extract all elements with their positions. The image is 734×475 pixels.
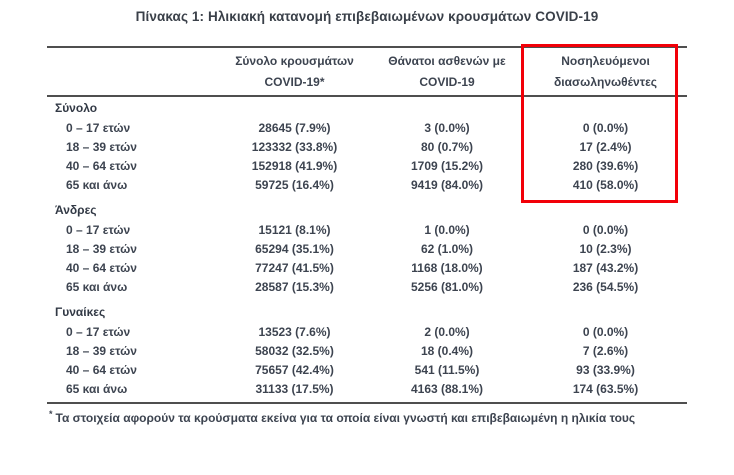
deaths-cell: 5256 (81.0%) [410,280,484,294]
table-row: 40 – 64 ετών 152918 (41.9%) 1709 (15.2%) 28… [47,157,687,176]
age-cell: 40 – 64 ετών [66,159,137,173]
intubated-cell: 10 (2.3%) [579,242,632,256]
intubated-cell: 17 (2.4%) [579,140,632,154]
section-row: Άνδρες [47,195,687,221]
col-header-total-cases: Σύνολο κρουσμάτων COVID-19* [219,47,370,97]
age-cell: 40 – 64 ετών [66,363,137,377]
deaths-cell: 1 (0.0%) [424,223,470,237]
age-cell: 40 – 64 ετών [66,261,137,275]
section-label: Γυναίκες [55,305,106,319]
deaths-cell: 1168 (18.0%) [411,261,483,275]
deaths-cell: 1709 (15.2%) [410,159,484,173]
footnote-text: Τα στοιχεία αφορούν τα κρούσματα εκείνα … [55,411,636,425]
col-header-line: Σύνολο κρουσμάτων [235,54,354,69]
deaths-cell: 3 (0.0%) [424,121,470,135]
cases-cell: 31133 (17.5%) [255,382,334,396]
cases-cell: 59725 (16.4%) [255,178,334,192]
section-row: Σύνολο [47,96,687,119]
table-row: 18 – 39 ετών 58032 (32.5%) 18 (0.4%) 7 (2.6… [47,342,687,361]
intubated-cell: 410 (58.0%) [572,178,639,192]
age-cell: 0 – 17 ετών [66,121,131,135]
table-row: 40 – 64 ετών 77247 (41.5%) 1168 (18.0%) 187… [47,259,687,278]
table-row: 18 – 39 ετών 123332 (33.8%) 80 (0.7%) 17 (2… [47,138,687,157]
age-cell: 65 και άνω [66,382,128,396]
cases-cell: 15121 (8.1%) [258,223,331,237]
deaths-cell: 80 (0.7%) [420,140,474,154]
cases-cell: 75657 (42.4%) [255,363,334,377]
table-row: 40 – 64 ετών 75657 (42.4%) 541 (11.5%) 93 (… [47,361,687,380]
cases-cell: 65294 (35.1%) [255,242,334,256]
deaths-cell: 9419 (84.0%) [410,178,484,192]
covid-age-table: Σύνολο κρουσμάτων COVID-19* Θάνατοι ασθε… [47,46,687,425]
table-row: 0 – 17 ετών 15121 (8.1%) 1 (0.0%) 0 (0.0%) [47,221,687,240]
intubated-cell: 0 (0.0%) [582,121,629,135]
section-label: Σύνολο [55,101,98,115]
col-header-line: COVID-19 [419,74,475,89]
age-cell: 18 – 39 ετών [66,344,137,358]
col-header-line: Θάνατοι ασθενών με [388,54,506,69]
col-header-line: COVID-19* [264,74,325,89]
age-cell: 65 και άνω [66,280,128,294]
intubated-cell: 280 (39.6%) [572,159,639,173]
age-cell: 65 και άνω [66,178,128,192]
age-cell: 0 – 17 ετών [66,325,131,339]
col-header-line: διασωληνωθέντες [553,74,657,89]
intubated-cell: 7 (2.6%) [582,344,629,358]
intubated-cell: 0 (0.0%) [582,325,629,339]
cases-cell: 28645 (7.9%) [258,121,331,135]
intubated-cell: 93 (33.9%) [576,363,635,377]
cases-cell: 28587 (15.3%) [255,280,334,294]
table-row: 18 – 39 ετών 65294 (35.1%) 62 (1.0%) 10 (2.… [47,240,687,259]
intubated-cell: 187 (43.2%) [572,261,639,275]
cases-cell: 152918 (41.9%) [251,159,338,173]
intubated-cell: 174 (63.5%) [572,382,639,396]
table-row: 0 – 17 ετών 28645 (7.9%) 3 (0.0%) 0 (0.0%) [47,119,687,138]
footnote-asterisk: * [49,409,53,419]
deaths-cell: 18 (0.4%) [420,344,474,358]
table-row: 65 και άνω 59725 (16.4%) 9419 (84.0%) 410 (… [47,176,687,195]
col-header-deaths: Θάνατοι ασθενών με COVID-19 [370,47,524,97]
col-header-intubated: Νοσηλευόμενοι διασωληνωθέντες [524,47,687,97]
age-cell: 0 – 17 ετών [66,223,131,237]
spacer-row [47,399,687,403]
intubated-cell: 236 (54.5%) [572,280,639,294]
section-row: Γυναίκες [47,297,687,323]
table-footnote: * Τα στοιχεία αφορούν τα κρούσματα εκείνα… [47,409,687,425]
intubated-cell: 0 (0.0%) [582,223,629,237]
col-header-empty [47,47,219,97]
deaths-cell: 4163 (88.1%) [410,382,484,396]
col-header-line: Νοσηλευόμενοι [561,54,650,69]
age-cell: 18 – 39 ετών [66,140,137,154]
cases-cell: 77247 (41.5%) [255,261,334,275]
table-row: 65 και άνω 28587 (15.3%) 5256 (81.0%) 236 (… [47,278,687,297]
deaths-cell: 62 (1.0%) [420,242,474,256]
header-row: Σύνολο κρουσμάτων COVID-19* Θάνατοι ασθε… [47,47,687,97]
table-title: Πίνακας 1: Ηλικιακή κατανομή επιβεβαιωμέ… [135,9,599,24]
cases-cell: 58032 (32.5%) [255,344,334,358]
data-table: Σύνολο κρουσμάτων COVID-19* Θάνατοι ασθε… [47,46,687,404]
table-row: 65 και άνω 31133 (17.5%) 4163 (88.1%) 174 (… [47,380,687,399]
age-cell: 18 – 39 ετών [66,242,137,256]
cases-cell: 123332 (33.8%) [251,140,338,154]
deaths-cell: 2 (0.0%) [424,325,470,339]
deaths-cell: 541 (11.5%) [414,363,480,377]
section-label: Άνδρες [55,203,97,217]
table-row: 0 – 17 ετών 13523 (7.6%) 2 (0.0%) 0 (0.0%) [47,323,687,342]
cases-cell: 13523 (7.6%) [258,325,331,339]
